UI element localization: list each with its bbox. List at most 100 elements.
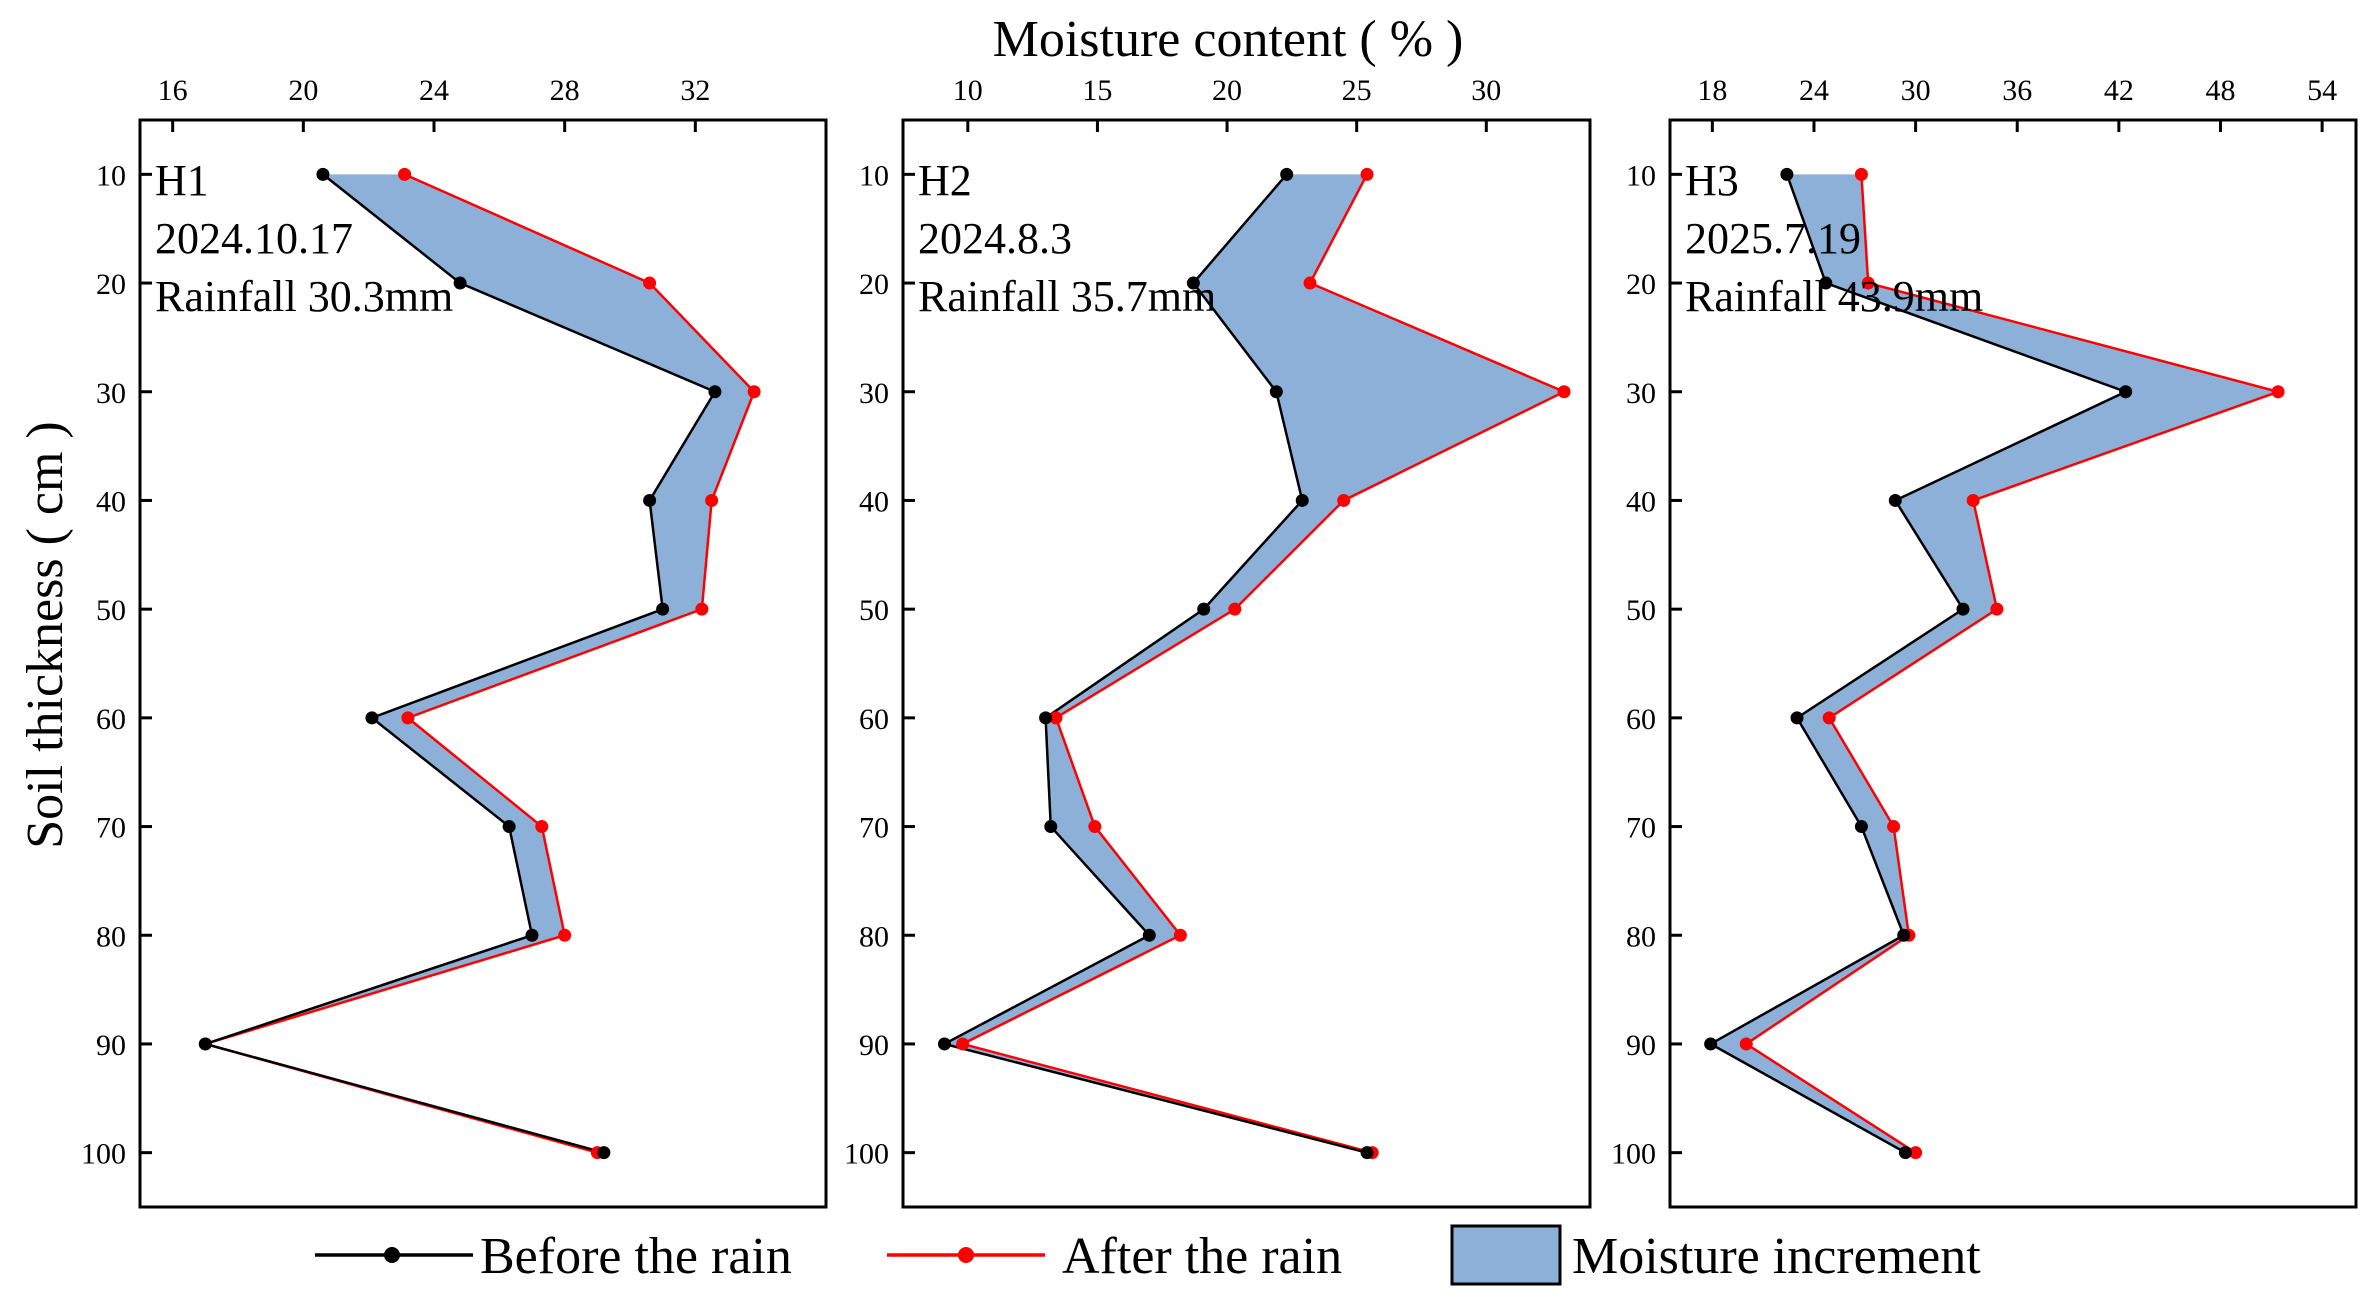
after-rain-point: [1228, 602, 1242, 616]
y-tick-label: 30: [859, 377, 889, 410]
before-rain-point: [1269, 385, 1283, 399]
y-tick-label: 50: [859, 594, 889, 627]
legend-after-label: After the rain: [1062, 1228, 1342, 1285]
x-tick-label: 36: [2002, 74, 2032, 107]
y-tick-label: 10: [1626, 159, 1656, 192]
after-rain-point: [1360, 167, 1374, 181]
before-rain-point: [937, 1037, 951, 1051]
before-rain-point: [1819, 276, 1833, 290]
y-tick-label: 20: [859, 268, 889, 301]
y-tick-label: 100: [1611, 1138, 1656, 1171]
legend-increment-swatch: [1450, 1224, 1562, 1286]
after-rain-point: [1990, 602, 2004, 616]
plot-frame-h2: [901, 118, 1592, 1209]
panel-label: H3: [1685, 156, 1739, 205]
moisture-increment-area-h2: [944, 174, 1565, 1153]
legend-before-marker: [384, 1247, 400, 1263]
y-tick-label: 70: [1626, 812, 1656, 845]
before-rain-line-h3: [1708, 173, 2129, 1154]
before-rain-point: [1044, 820, 1058, 834]
after-rain-point: [695, 602, 709, 616]
y-tick-label: 40: [1626, 485, 1656, 518]
after-rain-point: [1966, 493, 1980, 507]
x-tick-label: 24: [419, 74, 449, 107]
after-rain-point: [398, 167, 412, 181]
before-rain-point: [656, 602, 670, 616]
before-rain-point: [643, 493, 657, 507]
y-tick-label: 30: [96, 377, 126, 410]
panel-date: 2025.7.19: [1685, 214, 1861, 263]
y-tick-label: 80: [96, 920, 126, 953]
x-tick-label: 25: [1342, 74, 1372, 107]
before-rain-line-h1: [201, 173, 717, 1154]
y-tick-label: 50: [96, 594, 126, 627]
after-rain-line-h1: [200, 173, 756, 1154]
after-rain-point: [1173, 928, 1187, 942]
x-tick-label: 30: [1471, 74, 1501, 107]
x-tick-label: 15: [1082, 74, 1112, 107]
y-tick-label: 90: [96, 1029, 126, 1062]
panel-rainfall: Rainfall 35.7mm: [918, 272, 1216, 321]
after-rain-point: [643, 276, 657, 290]
after-rain-point: [1861, 276, 1875, 290]
after-rain-point: [1557, 385, 1571, 399]
after-rain-point: [1088, 820, 1102, 834]
after-rain-point: [747, 385, 761, 399]
moisture-increment-area-h1: [205, 174, 755, 1153]
y-tick-label: 80: [859, 920, 889, 953]
after-rain-point: [1337, 493, 1351, 507]
before-rain-point: [1360, 1146, 1374, 1160]
before-rain-line-h2: [941, 173, 1368, 1154]
after-rain-point: [1887, 820, 1901, 834]
after-rain-line-h3: [1743, 174, 2283, 1154]
before-rain-point: [1186, 276, 1200, 290]
y-tick-label: 40: [96, 485, 126, 518]
y-tick-label: 70: [96, 812, 126, 845]
before-rain-point: [316, 167, 330, 181]
after-rain-point: [1854, 167, 1868, 181]
before-rain-point: [1039, 711, 1053, 725]
before-rain-point: [1854, 820, 1868, 834]
legend: Before the rain After the rain Moisture in…: [315, 1224, 1981, 1286]
x-tick-label: 48: [2205, 74, 2235, 107]
x-tick-label: 32: [680, 74, 710, 107]
panel-h3: 10 20 30 40 50 60 70 80 90 100 18 24 30 36 42 48 54 H3 202…: [1611, 74, 2358, 1209]
after-rain-point: [1303, 276, 1317, 290]
before-rain-point: [1888, 493, 1902, 507]
y-axis-title: Soil thickness ( cm ): [17, 421, 74, 849]
before-rain-point: [708, 385, 722, 399]
panel-label: H1: [155, 156, 209, 205]
before-rain-point: [1142, 928, 1156, 942]
before-rain-point: [2119, 385, 2133, 399]
x-tick-label: 20: [288, 74, 318, 107]
y-tick-label: 40: [859, 485, 889, 518]
y-tick-label: 20: [1626, 268, 1656, 301]
x-tick-label: 16: [158, 74, 188, 107]
before-rain-point: [502, 820, 516, 834]
y-tick-label: 50: [1626, 594, 1656, 627]
panels: 10 20 30 40 50 60 70 80 90 100 16 20 24 28 32 H1 2024.10…: [81, 74, 2358, 1209]
after-rain-point: [558, 928, 572, 942]
legend-after-marker: [958, 1247, 974, 1263]
after-rain-point: [1739, 1037, 1753, 1051]
after-rain-point: [535, 820, 549, 834]
panel-rainfall: Rainfall 30.3mm: [155, 272, 453, 321]
x-tick-label: 42: [2104, 74, 2134, 107]
x-tick-label: 54: [2307, 74, 2337, 107]
y-tick-label: 90: [1626, 1029, 1656, 1062]
after-rain-point: [1822, 711, 1836, 725]
before-rain-point: [1897, 928, 1911, 942]
panel-h2: 10 20 30 40 50 60 70 80 90 100 10 15 20 25 30 H2 2024.8.…: [844, 74, 1592, 1209]
before-rain-point: [1956, 602, 1970, 616]
x-tick-label: 30: [1901, 74, 1931, 107]
after-rain-point: [2271, 385, 2285, 399]
legend-before-label: Before the rain: [480, 1228, 792, 1285]
y-tick-label: 100: [81, 1138, 126, 1171]
panel-h1: 10 20 30 40 50 60 70 80 90 100 16 20 24 28 32 H1 2024.10…: [81, 74, 828, 1209]
x-tick-label: 18: [1697, 74, 1727, 107]
after-rain-point: [956, 1037, 970, 1051]
after-rain-line-h2: [959, 173, 1568, 1154]
before-rain-point: [1280, 167, 1294, 181]
before-rain-point: [1295, 493, 1309, 507]
